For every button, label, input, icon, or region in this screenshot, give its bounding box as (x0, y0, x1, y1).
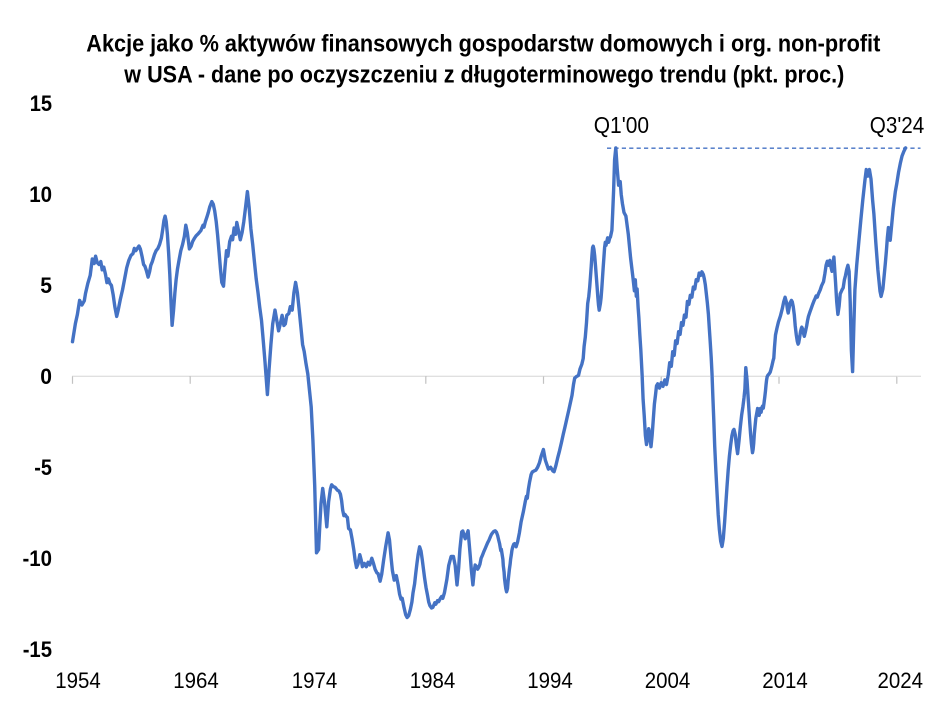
svg-text:1994: 1994 (527, 668, 573, 693)
svg-text:Q3'24: Q3'24 (870, 112, 925, 138)
svg-text:5: 5 (40, 273, 52, 298)
svg-text:Q1'00: Q1'00 (594, 112, 649, 138)
svg-text:Akcje jako % aktywów finansowy: Akcje jako % aktywów finansowych gospoda… (86, 31, 880, 58)
svg-text:-5: -5 (34, 455, 52, 480)
svg-text:0: 0 (40, 364, 52, 389)
svg-text:-15: -15 (23, 637, 52, 662)
svg-text:1984: 1984 (410, 668, 456, 693)
svg-text:1954: 1954 (55, 668, 101, 693)
svg-text:2014: 2014 (762, 668, 808, 693)
svg-text:1974: 1974 (292, 668, 338, 693)
svg-text:15: 15 (30, 91, 52, 116)
svg-text:w USA - dane po oczyszczeniu z: w USA - dane po oczyszczeniu z długoterm… (123, 61, 844, 88)
svg-text:-10: -10 (23, 546, 53, 571)
svg-text:2024: 2024 (878, 668, 924, 693)
svg-text:10: 10 (29, 182, 52, 207)
svg-text:1964: 1964 (173, 668, 219, 693)
svg-text:2004: 2004 (645, 668, 691, 693)
